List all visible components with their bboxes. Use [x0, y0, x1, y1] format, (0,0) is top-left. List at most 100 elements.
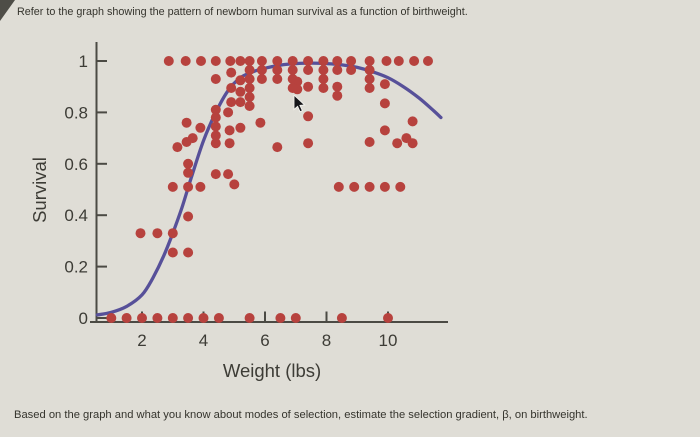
data-point [244, 65, 255, 75]
data-point [272, 142, 283, 153]
x-tick-label: 2 [137, 331, 146, 350]
data-point [244, 74, 255, 84]
y-tick-label: 0.8 [64, 103, 88, 122]
data-point [210, 112, 221, 123]
data-point [235, 97, 246, 108]
data-point [346, 65, 357, 75]
x-tick-label: 10 [379, 331, 398, 350]
data-point [287, 56, 298, 66]
data-point [290, 313, 301, 323]
data-point [244, 56, 255, 66]
data-point [255, 117, 266, 128]
data-point [318, 83, 329, 93]
data-point [195, 181, 206, 192]
data-point [244, 92, 255, 102]
data-point [187, 133, 198, 144]
x-tick-label: 8 [322, 331, 331, 350]
data-point [198, 313, 209, 323]
data-point [235, 122, 246, 133]
data-point [210, 130, 221, 141]
data-point [181, 117, 192, 128]
data-point [364, 181, 375, 192]
y-axis-label: Survival [29, 157, 50, 223]
data-point [401, 133, 412, 144]
data-point [383, 313, 393, 323]
data-point [303, 138, 314, 149]
instruction-text: Refer to the graph showing the pattern o… [17, 6, 468, 18]
x-tick-label: 4 [199, 331, 208, 350]
data-point [303, 111, 314, 122]
data-point [364, 74, 375, 84]
data-point [256, 56, 267, 66]
data-point [393, 56, 404, 66]
data-point [287, 83, 298, 93]
y-tick-label: 0.6 [64, 155, 88, 174]
data-point [213, 313, 224, 323]
data-point [256, 65, 267, 75]
y-tick-label: 0.2 [64, 258, 88, 277]
data-point [210, 121, 221, 132]
data-point [224, 138, 235, 149]
data-point [163, 56, 174, 66]
data-point [210, 104, 221, 115]
data-point [210, 169, 221, 180]
data-point [287, 65, 298, 75]
data-point [379, 79, 390, 90]
data-point [226, 97, 237, 108]
data-point [318, 74, 329, 84]
data-point [167, 181, 178, 192]
data-point [423, 56, 433, 66]
y-tick-label: 1 [79, 52, 88, 71]
data-point [183, 167, 194, 178]
scatter-points [106, 56, 433, 323]
data-point [336, 313, 347, 323]
y-tick-label: 0 [79, 309, 88, 328]
data-point [195, 122, 206, 133]
x-tick-label: 6 [260, 331, 269, 350]
data-point [303, 56, 314, 66]
x-axis-label: Weight (lbs) [223, 360, 321, 381]
data-point [106, 313, 117, 323]
data-point [235, 86, 246, 97]
mouse-cursor-icon [293, 93, 307, 115]
data-point [332, 65, 343, 75]
data-point [210, 74, 221, 84]
data-point [183, 313, 194, 323]
data-point [167, 247, 178, 258]
data-point [135, 228, 146, 239]
data-point [167, 313, 178, 323]
data-point [333, 181, 344, 192]
data-point [235, 75, 246, 86]
data-point [256, 74, 267, 84]
data-point [379, 181, 390, 192]
data-point [210, 56, 221, 66]
data-point [287, 74, 298, 84]
y-ticks: 0 0.2 0.4 0.6 0.8 1 [64, 52, 107, 328]
data-point [303, 81, 314, 92]
data-point [137, 313, 147, 323]
data-point [225, 56, 236, 66]
data-point [226, 83, 237, 93]
data-point [244, 101, 255, 111]
data-point [318, 56, 329, 66]
data-point [152, 313, 163, 323]
data-point [152, 228, 163, 239]
data-point [183, 181, 194, 192]
data-point [349, 181, 360, 192]
question-text: Based on the graph and what you know abo… [14, 409, 588, 421]
data-point [318, 65, 329, 75]
data-point [272, 65, 283, 75]
data-point [210, 138, 221, 149]
data-point [172, 142, 183, 153]
data-point [183, 158, 194, 169]
data-point [332, 56, 343, 66]
data-point [196, 56, 206, 66]
data-point [223, 169, 234, 180]
data-point [229, 179, 240, 190]
data-point [381, 56, 392, 66]
y-tick-label: 0.4 [64, 206, 88, 225]
data-point [167, 228, 178, 239]
data-point [364, 137, 375, 147]
data-point [379, 98, 390, 109]
